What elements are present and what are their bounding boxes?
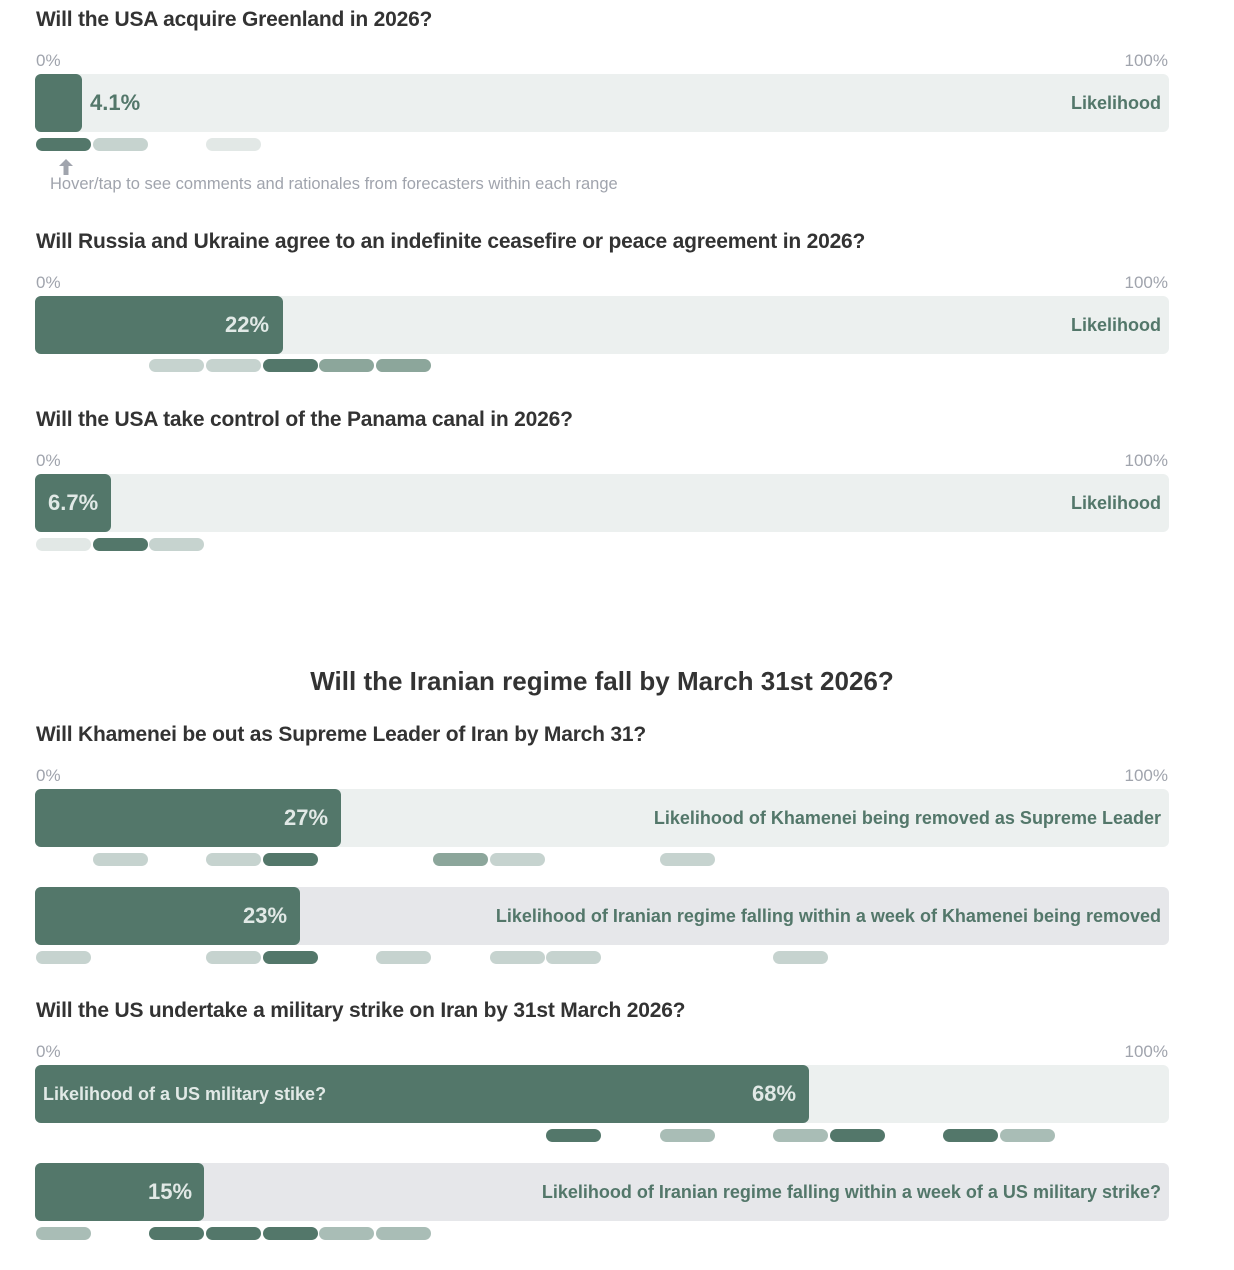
distribution-bin[interactable] — [206, 951, 261, 964]
axis-min-label: 0% — [36, 451, 61, 470]
question-title-russia-ukraine: Will Russia and Ukraine agree to an inde… — [36, 230, 866, 253]
distribution-bin[interactable] — [1000, 1129, 1055, 1142]
distribution-bin[interactable] — [36, 951, 91, 964]
distribution-bin[interactable] — [149, 1227, 204, 1240]
likelihood-bar-regime-fall-after-strike[interactable]: 15% Likelihood of Iranian regime falling… — [35, 1163, 1169, 1221]
distribution-bin[interactable] — [433, 853, 488, 866]
likelihood-value: 22% — [225, 312, 270, 337]
distribution-bin[interactable] — [490, 853, 545, 866]
likelihood-fill — [35, 1163, 204, 1221]
distribution-bin[interactable] — [376, 1227, 431, 1240]
arrow-up-icon — [59, 159, 73, 175]
likelihood-bar-greenland[interactable]: 4.1% Likelihood — [35, 74, 1169, 132]
section-title-iran: Will the Iranian regime fall by March 31… — [310, 666, 894, 696]
distribution-bin[interactable] — [830, 1129, 885, 1142]
likelihood-fill — [35, 887, 300, 945]
likelihood-label: Likelihood — [1071, 493, 1161, 513]
distribution-bin[interactable] — [319, 1227, 374, 1240]
axis-max-label: 100% — [1124, 766, 1168, 785]
likelihood-fill — [35, 296, 283, 354]
likelihood-fill — [35, 474, 111, 532]
axis-max-label: 100% — [1124, 1042, 1168, 1061]
distribution-bin[interactable] — [263, 359, 318, 372]
likelihood-bar-regime-fall-after-khamenei[interactable]: 23% Likelihood of Iranian regime falling… — [35, 887, 1169, 945]
distribution-bin[interactable] — [263, 853, 318, 866]
likelihood-value: 27% — [284, 805, 329, 830]
distribution-bin[interactable] — [943, 1129, 998, 1142]
distribution-bin[interactable] — [660, 1129, 715, 1142]
distribution-bin[interactable] — [36, 538, 91, 551]
distribution-bin[interactable] — [376, 951, 431, 964]
likelihood-label: Likelihood of Iranian regime falling wit… — [495, 906, 1161, 926]
distribution-bin[interactable] — [149, 538, 204, 551]
likelihood-label: Likelihood of Iranian regime falling wit… — [541, 1182, 1161, 1202]
likelihood-fill — [35, 789, 341, 847]
likelihood-value: 23% — [243, 903, 288, 928]
distribution-bin[interactable] — [93, 853, 148, 866]
distribution-bin[interactable] — [376, 359, 431, 372]
distribution-bin[interactable] — [93, 538, 148, 551]
distribution-bin[interactable] — [36, 138, 91, 151]
likelihood-label: Likelihood — [1071, 315, 1161, 335]
forecast-distribution-panama — [36, 538, 1168, 552]
likelihood-value: 4.1% — [90, 90, 141, 115]
axis-min-label: 0% — [36, 1042, 61, 1061]
distribution-bin[interactable] — [206, 138, 261, 151]
question-title-us-strike: Will the US undertake a military strike … — [36, 999, 686, 1022]
question-title-khamenei: Will Khamenei be out as Supreme Leader o… — [36, 723, 647, 746]
likelihood-value: 6.7% — [48, 490, 99, 515]
distribution-bin[interactable] — [263, 951, 318, 964]
distribution-bin[interactable] — [206, 853, 261, 866]
axis-max-label: 100% — [1124, 51, 1168, 70]
distribution-bin[interactable] — [773, 951, 828, 964]
axis-min-label: 0% — [36, 766, 61, 785]
question-title-panama: Will the USA take control of the Panama … — [36, 408, 573, 431]
distribution-bin[interactable] — [490, 951, 545, 964]
likelihood-bar-russia-ukraine[interactable]: 22% Likelihood — [35, 296, 1169, 354]
question-title-greenland: Will the USA acquire Greenland in 2026? — [36, 8, 433, 31]
forecast-distribution-khamenei-removed — [36, 853, 1168, 867]
distribution-bin[interactable] — [206, 1227, 261, 1240]
forecast-distribution-us-strike — [36, 1129, 1168, 1143]
distribution-bin[interactable] — [206, 359, 261, 372]
distribution-bin[interactable] — [546, 1129, 601, 1142]
distribution-bin[interactable] — [93, 138, 148, 151]
distribution-bin[interactable] — [319, 359, 374, 372]
likelihood-bar-us-strike[interactable]: Likelihood of a US military stike? 68% — [35, 1065, 1169, 1123]
likelihood-value: 68% — [752, 1081, 797, 1106]
likelihood-label: Likelihood of a US military stike? — [43, 1084, 327, 1104]
forecast-distribution-greenland — [36, 138, 1168, 152]
distribution-bin[interactable] — [263, 1227, 318, 1240]
forecast-distribution-regime-fall-after-khamenei — [36, 951, 1168, 965]
likelihood-label: Likelihood of Khamenei being removed as … — [653, 808, 1161, 828]
distribution-bin[interactable] — [546, 951, 601, 964]
likelihood-fill — [35, 74, 82, 132]
hover-hint-text: Hover/tap to see comments and rationales… — [50, 175, 618, 193]
distribution-bin[interactable] — [149, 359, 204, 372]
forecast-distribution-regime-fall-after-strike — [36, 1227, 1168, 1241]
distribution-bin[interactable] — [660, 853, 715, 866]
axis-min-label: 0% — [36, 273, 61, 292]
likelihood-label: Likelihood — [1071, 93, 1161, 113]
distribution-bin[interactable] — [773, 1129, 828, 1142]
likelihood-value: 15% — [148, 1179, 193, 1204]
distribution-bin[interactable] — [36, 1227, 91, 1240]
axis-max-label: 100% — [1124, 451, 1168, 470]
likelihood-bar-panama[interactable]: 6.7% Likelihood — [35, 474, 1169, 532]
likelihood-bar-khamenei-removed[interactable]: 27% Likelihood of Khamenei being removed… — [35, 789, 1169, 847]
forecast-distribution-russia-ukraine — [36, 359, 1168, 373]
likelihood-fill — [35, 1065, 809, 1123]
axis-max-label: 100% — [1124, 273, 1168, 292]
axis-min-label: 0% — [36, 51, 61, 70]
